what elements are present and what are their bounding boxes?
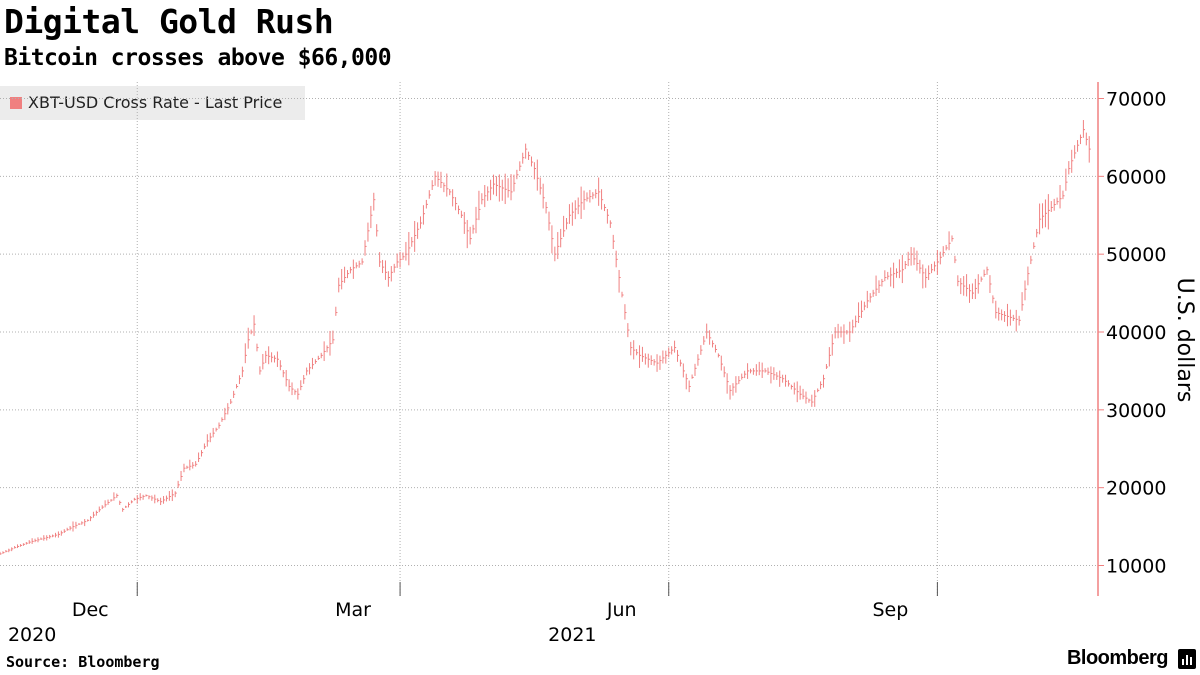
y-tick-label: 40000 <box>1106 322 1166 344</box>
legend: XBT-USD Cross Rate - Last Price <box>0 86 305 120</box>
source-note: Source: Bloomberg <box>6 653 160 671</box>
bar-chart-icon <box>1178 649 1196 669</box>
y-tick-label: 10000 <box>1106 556 1166 578</box>
axis-layer: 10000 20000 30000 40000 50000 60000 70000 Dec Ma… <box>8 82 1197 646</box>
legend-label: XBT-USD Cross Rate - Last Price <box>28 93 283 112</box>
chart-subtitle: Bitcoin crosses above $66,000 <box>4 45 392 71</box>
x-tick-label: Jun <box>606 599 637 621</box>
y-tick-label: 30000 <box>1106 400 1166 422</box>
x-tick-label: Sep <box>872 599 908 621</box>
y-axis-title: U.S. dollars <box>1172 278 1197 403</box>
year-label: 2020 <box>8 624 56 646</box>
chart-title: Digital Gold Rush <box>4 2 334 41</box>
x-tick-label: Dec <box>72 599 109 621</box>
brand-logo: Bloomberg <box>1066 647 1169 669</box>
x-tick-label: Mar <box>335 599 371 621</box>
y-tick-label: 50000 <box>1106 244 1166 266</box>
y-tick-label: 60000 <box>1106 166 1166 188</box>
year-label: 2021 <box>548 624 596 646</box>
series-layer <box>0 120 1091 556</box>
y-tick-label: 20000 <box>1106 478 1166 500</box>
y-tick-label: 70000 <box>1106 89 1166 111</box>
legend-swatch <box>10 97 22 109</box>
grid-layer <box>0 82 1098 596</box>
